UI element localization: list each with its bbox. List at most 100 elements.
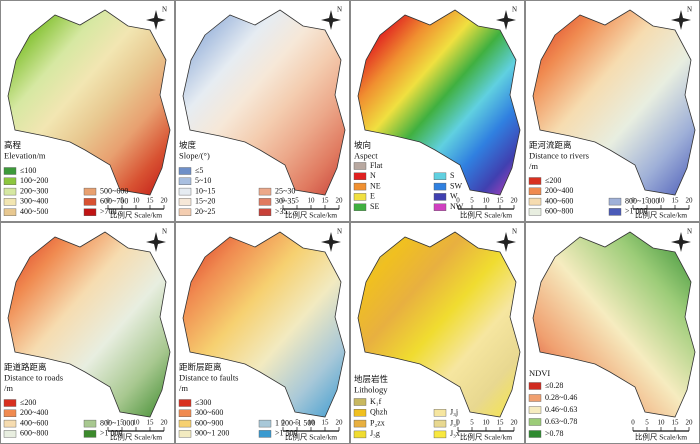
legend-swatch bbox=[178, 399, 192, 407]
legend-swatch bbox=[3, 430, 17, 438]
legend-label: 800~1 000 bbox=[625, 196, 659, 205]
scale-tick-label: 0 bbox=[106, 419, 110, 427]
legend-title: 高程 bbox=[4, 140, 22, 150]
north-label: N bbox=[337, 6, 342, 14]
north-arrow-star bbox=[671, 232, 691, 252]
north-label: N bbox=[687, 6, 692, 14]
legend-swatch bbox=[178, 187, 192, 196]
scale-tick-label: 20 bbox=[686, 197, 694, 205]
legend-swatch bbox=[353, 172, 367, 181]
scale-tick-label: 5 bbox=[120, 197, 124, 205]
study-area-map bbox=[532, 231, 696, 418]
map-panel: N NDVI ≤0.28 0.28~0.46 0.46~0.63 0.63~0.78 >0.… bbox=[525, 222, 700, 444]
north-arrow: N bbox=[146, 228, 167, 252]
legend-label: NW bbox=[450, 202, 464, 211]
north-arrow-star bbox=[146, 232, 166, 252]
legend-swatch bbox=[528, 418, 542, 426]
north-label: N bbox=[687, 228, 692, 236]
legend-title: 距道路距离 bbox=[4, 362, 47, 372]
scale-tick-label: 0 bbox=[456, 419, 460, 427]
legend-swatch bbox=[178, 198, 192, 206]
legend-swatch bbox=[353, 203, 367, 211]
legend-label: >700 bbox=[100, 207, 117, 216]
legend-label: 200~400 bbox=[20, 408, 48, 417]
north-label: N bbox=[162, 228, 167, 236]
legend-label: >0.78 bbox=[545, 429, 564, 438]
legend-swatch bbox=[433, 409, 447, 417]
legend-title: Slope/(°) bbox=[179, 150, 210, 160]
legend-swatch bbox=[83, 430, 97, 438]
scale-label: 比例尺 Scale/km bbox=[460, 432, 512, 442]
north-arrow: N bbox=[146, 6, 167, 30]
legend-swatch bbox=[353, 398, 367, 406]
legend-swatch bbox=[353, 162, 367, 170]
study-area-map bbox=[532, 9, 696, 196]
study-area-map bbox=[357, 9, 521, 196]
study-area-map bbox=[182, 231, 346, 418]
legend-swatch bbox=[433, 182, 447, 191]
legend-swatch bbox=[3, 419, 17, 428]
legend-label: 400~600 bbox=[545, 196, 573, 205]
legend-swatch bbox=[353, 409, 367, 417]
legend-swatch bbox=[83, 198, 97, 206]
legend-title: 坡向 bbox=[354, 140, 371, 150]
north-label: N bbox=[337, 228, 342, 236]
scale-tick-label: 5 bbox=[120, 419, 124, 427]
legend-swatch bbox=[178, 430, 192, 438]
north-arrow-star bbox=[671, 10, 691, 30]
legend-swatch bbox=[258, 208, 272, 216]
legend-title: /m bbox=[4, 383, 13, 393]
study-area-map bbox=[182, 9, 346, 196]
scale-tick-label: 15 bbox=[322, 197, 330, 205]
legend-label: 200~300 bbox=[20, 186, 48, 195]
scale-tick-label: 15 bbox=[497, 419, 505, 427]
legend-label: 400~600 bbox=[20, 418, 48, 427]
legend-swatch bbox=[433, 419, 447, 428]
legend-label: W bbox=[450, 192, 458, 201]
scale-tick-label: 0 bbox=[106, 197, 110, 205]
legend-label: SW bbox=[450, 181, 462, 190]
north-arrow: N bbox=[671, 228, 692, 252]
legend-label: 15~20 bbox=[195, 197, 215, 206]
scale-label: 比例尺 Scale/km bbox=[635, 210, 687, 220]
scale-tick-label: 0 bbox=[631, 197, 635, 205]
legend-label: 10~15 bbox=[195, 186, 215, 195]
legend-label: J₃l bbox=[450, 418, 459, 427]
legend-swatch bbox=[3, 187, 17, 196]
legend-swatch bbox=[353, 182, 367, 191]
legend-swatch bbox=[3, 167, 17, 175]
north-arrow: N bbox=[496, 6, 517, 30]
scale-tick-label: 20 bbox=[511, 419, 519, 427]
legend-swatch bbox=[258, 187, 272, 196]
legend-title: 地层岩性 bbox=[354, 374, 389, 384]
legend-label: ≤200 bbox=[20, 398, 36, 407]
legend-title: Elevation/m bbox=[4, 150, 46, 160]
legend-swatch bbox=[433, 172, 447, 181]
legend-swatch bbox=[178, 409, 192, 418]
legend-swatch bbox=[83, 419, 97, 428]
scale-tick-label: 10 bbox=[658, 419, 666, 427]
scale-tick-label: 10 bbox=[308, 197, 316, 205]
legend-label: >1 000 bbox=[100, 429, 123, 438]
legend-swatch bbox=[528, 208, 542, 216]
scale-tick-label: 10 bbox=[308, 419, 316, 427]
scale-tick-label: 5 bbox=[470, 197, 474, 205]
scale-tick-label: 20 bbox=[161, 197, 169, 205]
scale-tick-label: 20 bbox=[161, 419, 169, 427]
scale-tick-label: 0 bbox=[631, 419, 635, 427]
scale-tick-label: 10 bbox=[133, 197, 141, 205]
legend-label: 200~400 bbox=[545, 186, 573, 195]
north-arrow-star bbox=[321, 10, 341, 30]
north-arrow-star bbox=[496, 232, 516, 252]
scale-label: 比例尺 Scale/km bbox=[635, 432, 687, 442]
legend-label: J₃x bbox=[450, 429, 460, 438]
legend-label: 600~800 bbox=[20, 429, 48, 438]
legend-swatch bbox=[528, 394, 542, 402]
legend-label: 600~800 bbox=[545, 207, 573, 216]
